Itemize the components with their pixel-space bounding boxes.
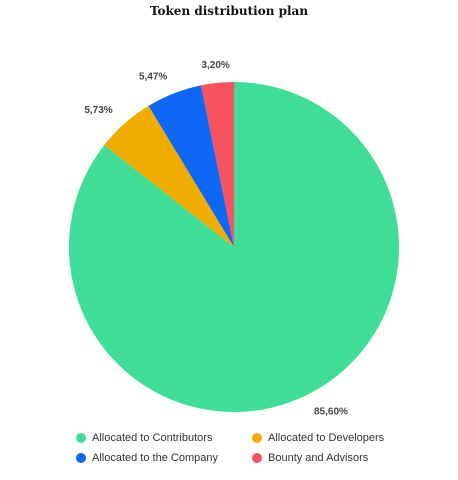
legend-label-contributors: Allocated to Contributors <box>92 432 213 444</box>
pie-slice-contributors[interactable] <box>68 82 399 413</box>
pie-slice-bounty[interactable] <box>201 82 234 247</box>
legend-item-contributors[interactable]: Allocated to Contributors <box>76 430 252 446</box>
pie-chart: 85,60% 5,73% 5,47% 3,20% <box>68 60 399 418</box>
pie-slice-company[interactable] <box>148 85 234 247</box>
slice-label-developers: 5,73% <box>84 105 112 116</box>
chart-legend: Allocated to Contributors Allocated to D… <box>76 430 416 466</box>
legend-item-company[interactable]: Allocated to the Company <box>76 450 252 466</box>
legend-item-developers[interactable]: Allocated to Developers <box>252 430 416 446</box>
legend-swatch-bounty <box>252 453 262 463</box>
slice-label-bounty: 3,20% <box>201 60 229 71</box>
legend-swatch-contributors <box>76 433 86 443</box>
pie-slice-developers[interactable] <box>104 105 234 247</box>
slice-label-company: 5,47% <box>139 72 167 83</box>
legend-item-bounty[interactable]: Bounty and Advisors <box>252 450 416 466</box>
legend-swatch-developers <box>252 433 262 443</box>
slice-label-contributors: 85,60% <box>314 407 348 418</box>
legend-swatch-company <box>76 453 86 463</box>
chart-title: Token distribution plan <box>149 4 309 18</box>
legend-label-bounty: Bounty and Advisors <box>268 452 369 464</box>
legend-label-company: Allocated to the Company <box>92 452 218 464</box>
legend-label-developers: Allocated to Developers <box>268 432 385 444</box>
